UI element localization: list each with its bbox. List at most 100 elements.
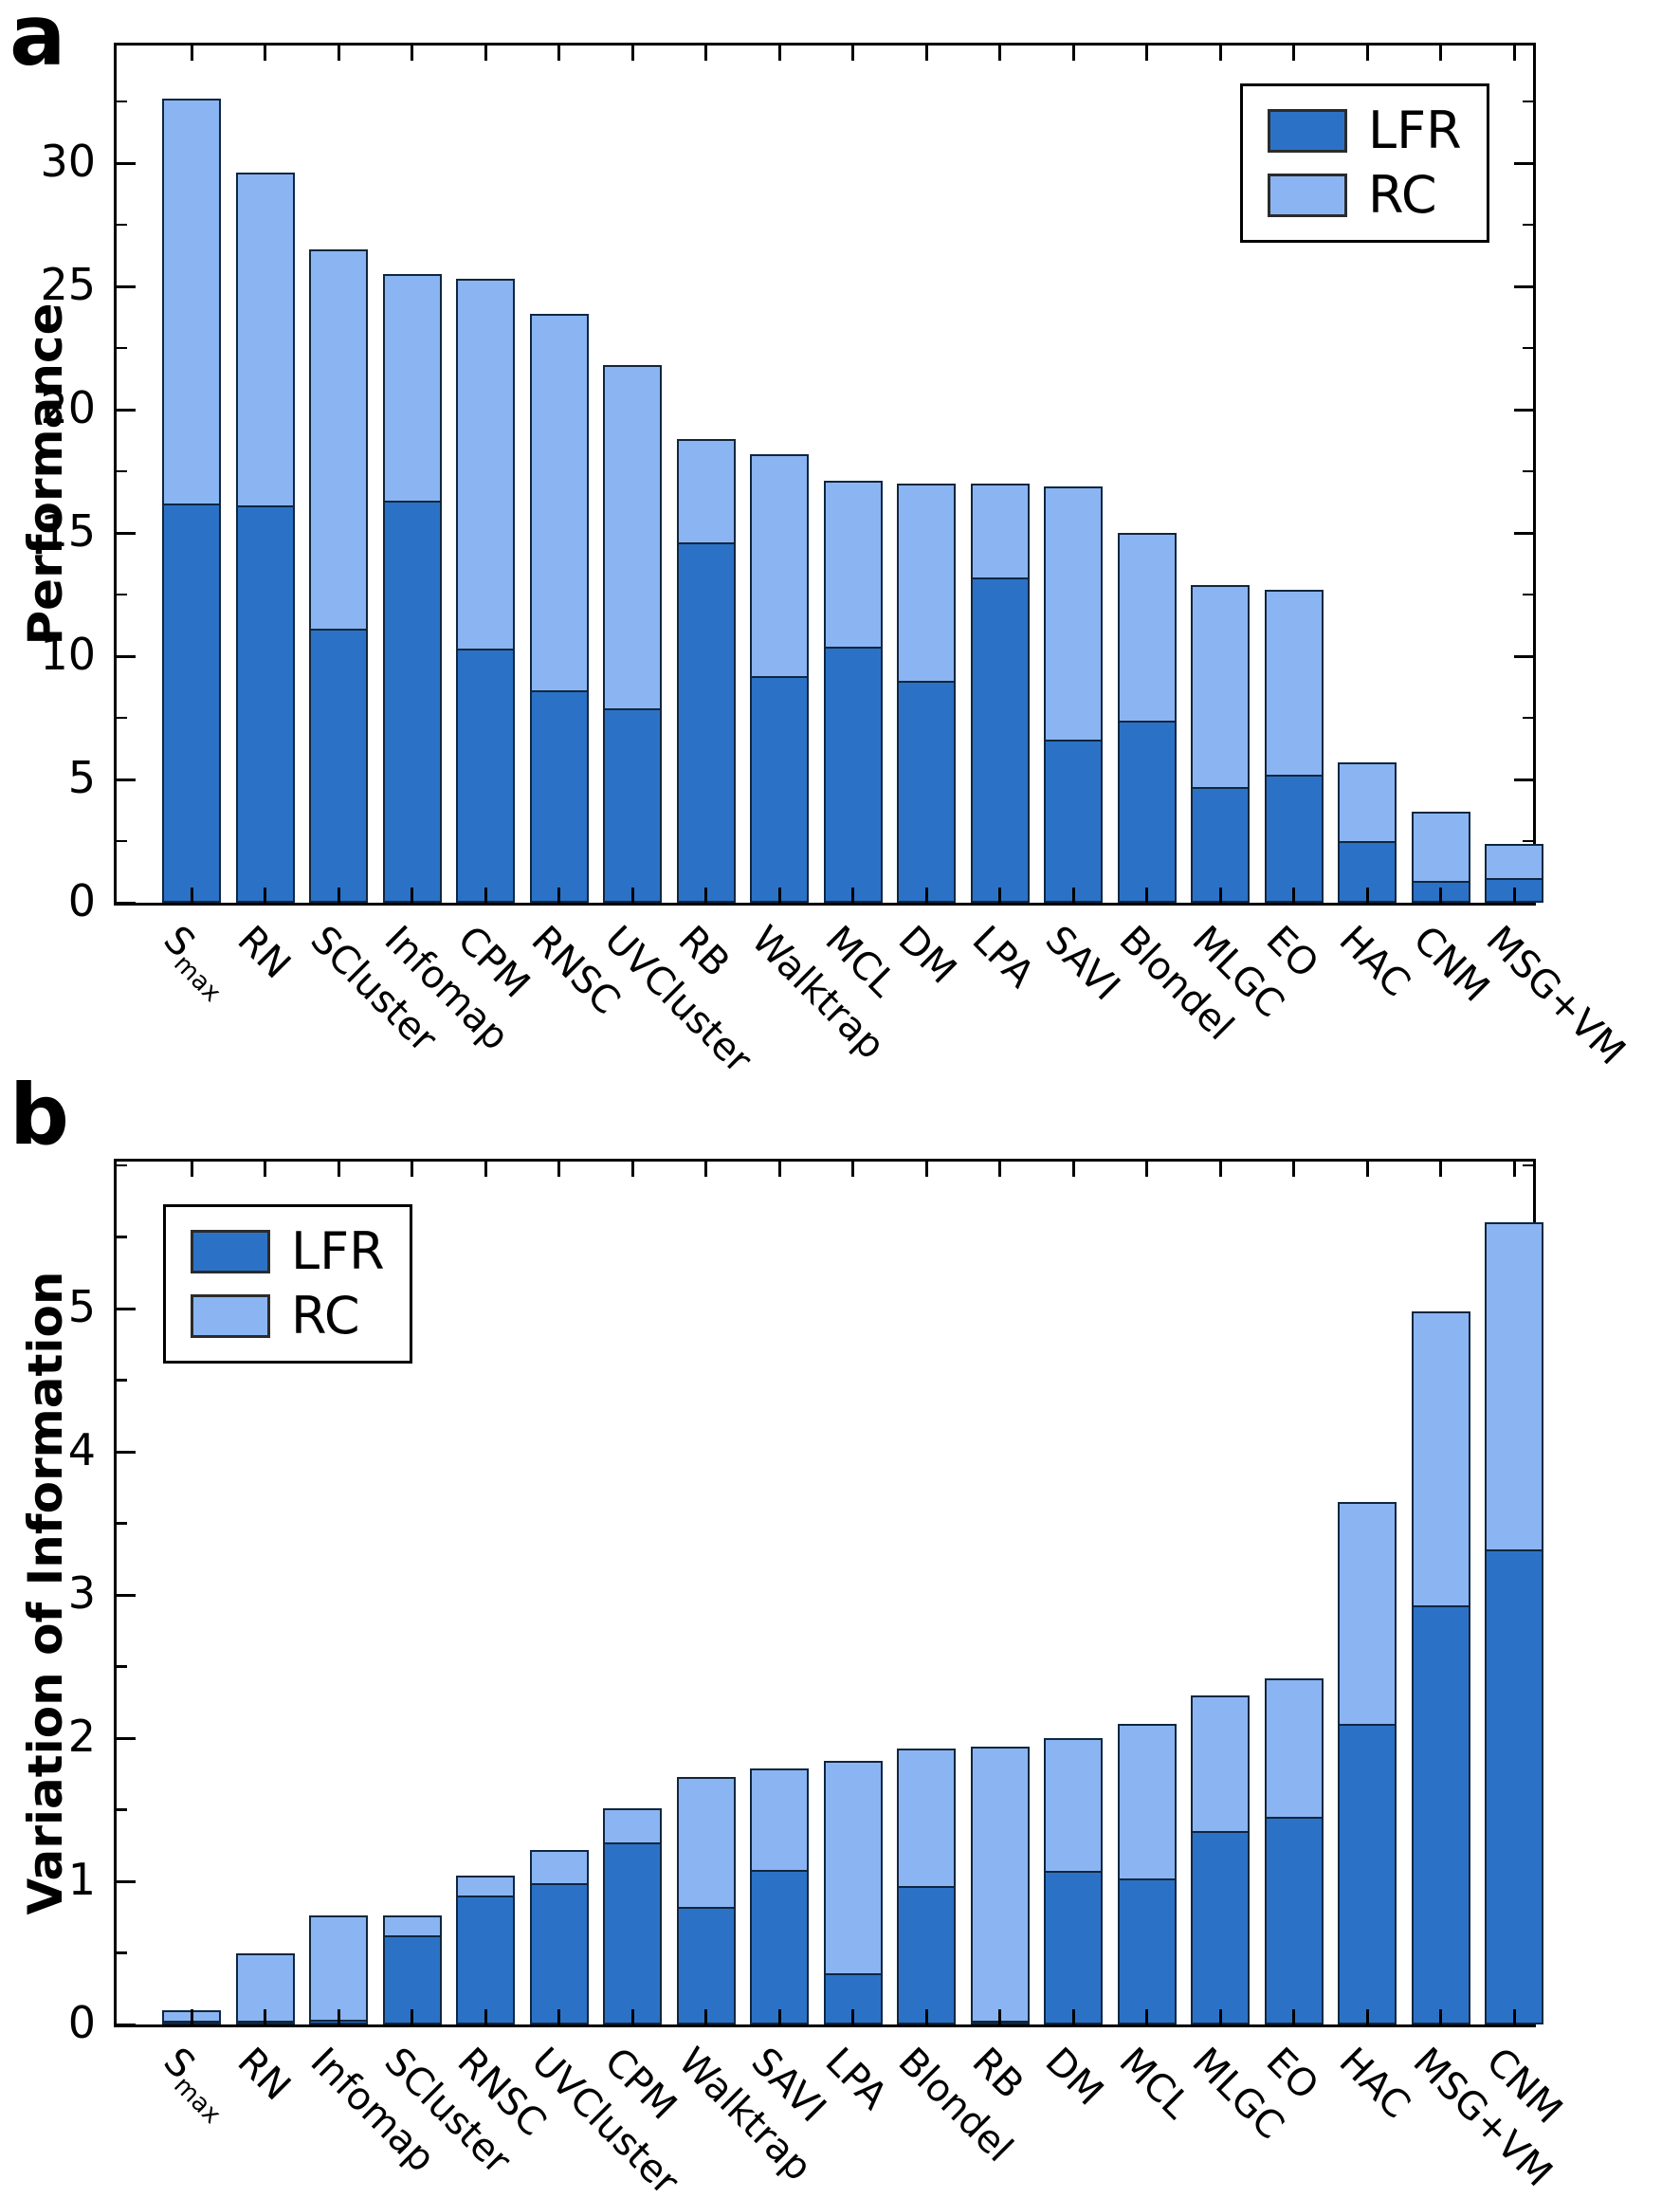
bar-lfr-SAVI xyxy=(1044,740,1103,903)
x-tick-top-DM xyxy=(1071,1162,1075,1177)
bar-lfr-CPM xyxy=(456,649,515,903)
y-tick-label-5: 5 xyxy=(67,1281,96,1332)
y-tick-right-0 xyxy=(1514,901,1533,905)
panel-b-letter: b xyxy=(9,1066,69,1163)
x-tick-top-Walktrap xyxy=(704,1162,707,1177)
y-tick-left-25 xyxy=(117,284,136,288)
y-tick-left-10 xyxy=(117,654,136,658)
bar-lfr-RN xyxy=(235,505,295,903)
x-tick-top-SCluster xyxy=(337,46,340,61)
legend-item-rc: RC xyxy=(1268,170,1462,221)
bar-lfr-RNSC xyxy=(529,690,589,903)
bar-lfr-DM xyxy=(897,681,956,903)
y-minortick-left xyxy=(117,100,127,103)
y-tick-label-15: 15 xyxy=(40,505,96,557)
y-minortick-left xyxy=(117,1665,127,1668)
x-tick-bottom-HAC xyxy=(1365,888,1369,903)
x-tick-top-Infomap xyxy=(337,1162,340,1177)
x-tick-bottom-Walktrap xyxy=(777,888,781,903)
y-minortick-left xyxy=(117,469,127,473)
x-tick-bottom-SAVI xyxy=(777,2009,781,2024)
x-tick-top-RN xyxy=(264,46,266,61)
x-tick-label-MSG+VM: MSG+VM xyxy=(1477,917,1634,1074)
y-minortick-right xyxy=(1523,469,1533,473)
panel-a-letter: a xyxy=(9,0,66,84)
x-tick-bottom-Walktrap xyxy=(704,2009,707,2024)
x-tick-label-SAVI: SAVI xyxy=(1036,917,1128,1010)
y-minortick-right xyxy=(1523,223,1533,227)
x-tick-top-Blondel xyxy=(1145,46,1148,61)
bar-lfr-RNSC xyxy=(456,1896,515,2024)
x-tick-bottom-RN xyxy=(264,888,266,903)
y-tick-right-0 xyxy=(1514,2023,1533,2026)
x-tick-bottom-SAVI xyxy=(1071,888,1075,903)
bar-lfr-Infomap xyxy=(382,501,442,903)
x-tick-bottom-Infomap xyxy=(411,888,413,903)
rc-color-swatch xyxy=(191,1294,270,1338)
bar-lfr-UVCluster xyxy=(529,1882,589,2024)
x-tick-top-RNSC xyxy=(484,1162,487,1177)
y-tick-right-15 xyxy=(1514,531,1533,535)
x-tick-bottom-S_max xyxy=(190,888,193,903)
x-tick-top-CPM xyxy=(630,1162,634,1177)
x-tick-bottom-EO xyxy=(1292,2009,1295,2024)
bar-lfr-DM xyxy=(1044,1871,1103,2024)
panel-b: b Variation of Information Smax RN Infomap… xyxy=(0,1073,1680,2198)
x-tick-top-MCL xyxy=(851,46,854,61)
y-tick-label-20: 20 xyxy=(40,382,96,433)
x-tick-label-LPA: LPA xyxy=(963,917,1042,997)
bar-lfr-CPM xyxy=(603,1842,662,2024)
x-tick-top-HAC xyxy=(1365,46,1369,61)
legend-item-rc: RC xyxy=(191,1291,385,1342)
x-tick-label-S_max: Smax xyxy=(155,2039,227,2130)
y-minortick-left xyxy=(117,1163,127,1167)
y-minortick-right xyxy=(1523,716,1533,720)
x-tick-top-MCL xyxy=(1145,1162,1148,1177)
y-tick-left-0 xyxy=(117,2023,136,2026)
x-tick-label-LPA: LPA xyxy=(816,2039,895,2118)
x-tick-bottom-Blondel xyxy=(924,2009,928,2024)
y-tick-left-5 xyxy=(117,1307,136,1310)
x-tick-bottom-DM xyxy=(924,888,928,903)
lfr-color-swatch xyxy=(191,1230,270,1273)
x-tick-bottom-CPM xyxy=(630,2009,634,2024)
panel-a-y-axis-title: Performance xyxy=(18,302,73,646)
y-minortick-right xyxy=(1523,839,1533,843)
y-tick-label-0: 0 xyxy=(67,875,96,926)
x-tick-top-DM xyxy=(924,46,928,61)
bar-rc-Infomap xyxy=(309,1915,368,2024)
bar-lfr-HAC xyxy=(1338,1723,1397,2024)
y-minortick-left xyxy=(117,593,127,596)
x-tick-label-CNM: CNM xyxy=(1404,917,1497,1011)
x-tick-bottom-Infomap xyxy=(337,2009,340,2024)
panel-b-plot-area: Smax RN Infomap SCluster RNSC UVCluster CPM Wal… xyxy=(68,1159,1570,2198)
x-tick-bottom-MLGC xyxy=(1218,2009,1222,2024)
y-tick-left-3 xyxy=(117,1593,136,1597)
x-tick-top-SCluster xyxy=(411,1162,413,1177)
x-tick-bottom-MSG+VM xyxy=(1439,2009,1442,2024)
x-tick-label-DM: DM xyxy=(1036,2039,1112,2115)
bar-lfr-RB xyxy=(676,542,736,903)
y-minortick-left xyxy=(117,1808,127,1811)
y-tick-label-5: 5 xyxy=(67,752,96,803)
x-tick-top-HAC xyxy=(1365,1162,1369,1177)
x-tick-bottom-CNM xyxy=(1439,888,1442,903)
y-tick-label-25: 25 xyxy=(40,259,96,310)
x-tick-top-Walktrap xyxy=(777,46,781,61)
x-tick-bottom-RNSC xyxy=(484,2009,487,2024)
y-minortick-left xyxy=(117,223,127,227)
panel-b-legend: LFR RC xyxy=(163,1204,412,1364)
y-tick-left-20 xyxy=(117,408,136,412)
legend-item-lfr: LFR xyxy=(191,1226,385,1277)
bar-lfr-MCL xyxy=(823,646,883,903)
bar-lfr-MLGC xyxy=(1191,786,1250,903)
x-tick-bottom-RB xyxy=(704,888,707,903)
x-tick-bottom-S_max xyxy=(190,2009,193,2024)
bar-lfr-CNM xyxy=(1485,1548,1543,2024)
y-tick-right-25 xyxy=(1514,284,1533,288)
x-tick-bottom-UVCluster xyxy=(557,2009,560,2024)
x-tick-bottom-UVCluster xyxy=(630,888,634,903)
x-tick-top-S_max xyxy=(190,1162,193,1177)
y-minortick-right xyxy=(1523,346,1533,350)
bar-lfr-Blondel xyxy=(897,1885,956,2024)
